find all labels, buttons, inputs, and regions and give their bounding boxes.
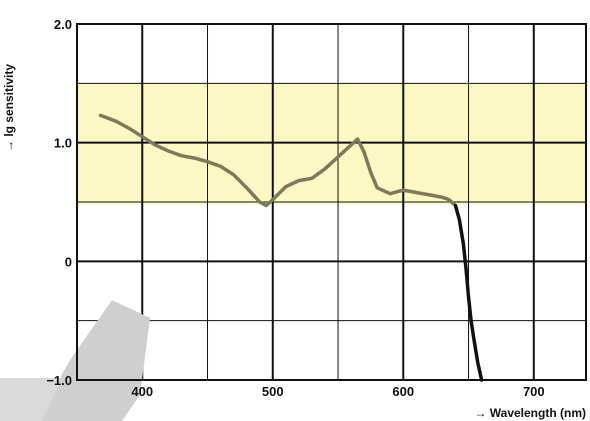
x-tick-label: 600 <box>392 384 414 399</box>
x-tick-label: 400 <box>131 384 153 399</box>
x-tick-label: 500 <box>262 384 284 399</box>
y-tick-label: 1.0 <box>54 136 72 151</box>
x-tick-label: 700 <box>523 384 545 399</box>
highlight-band <box>77 83 586 205</box>
plot-frame <box>76 23 587 381</box>
x-axis-title: → Wavelength (nm) <box>474 406 586 420</box>
y-tick-label: 0 <box>65 254 72 269</box>
y-axis-title: → lg sensitivity <box>2 64 16 152</box>
tick-labels: 400 500 600 700 2.0 1.0 0 −1.0 <box>46 17 544 399</box>
watermark-shape <box>0 300 150 421</box>
series-line-2 <box>453 203 484 382</box>
series-line-1 <box>98 113 458 208</box>
y-tick-label: 2.0 <box>54 17 72 32</box>
sensitivity-curves <box>98 113 484 382</box>
y-tick-label: −1.0 <box>46 373 72 388</box>
